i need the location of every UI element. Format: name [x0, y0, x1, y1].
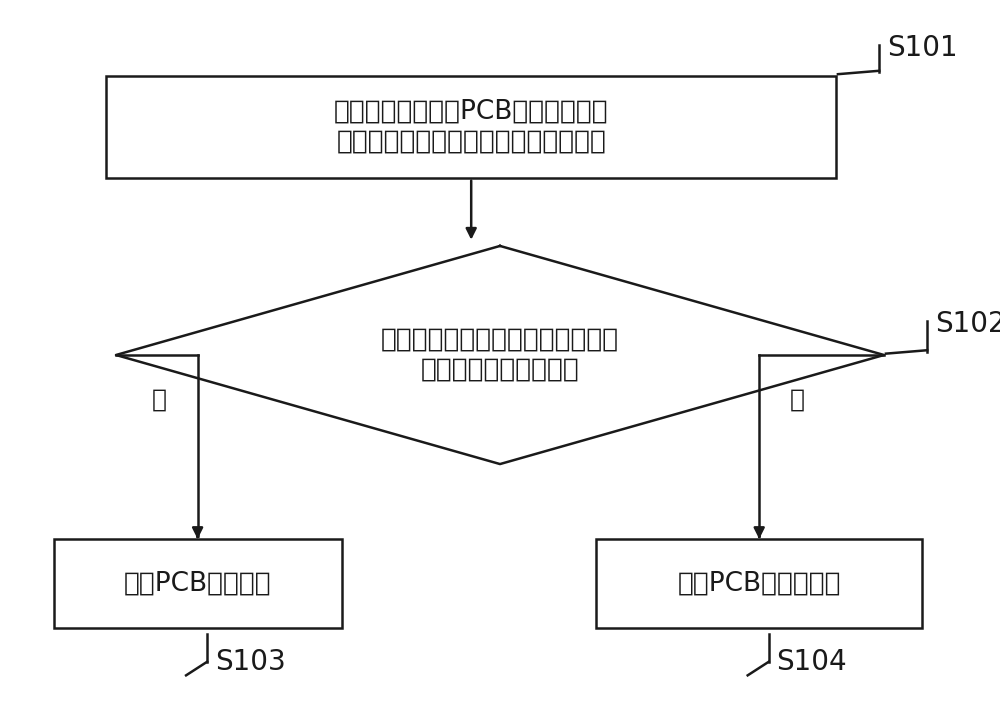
Text: 是: 是 [152, 387, 167, 411]
Bar [54, 539, 342, 628]
Text: 确定PCB板产生形变: 确定PCB板产生形变 [677, 570, 841, 596]
Bar [106, 75, 836, 178]
Text: S104: S104 [776, 648, 847, 676]
Text: 确定PCB板无形变: 确定PCB板无形变 [124, 570, 271, 596]
Text: S103: S103 [215, 648, 286, 676]
Text: 确定工作输出频率与标准频率之间
差値是否小于预设阈値: 确定工作输出频率与标准频率之间 差値是否小于预设阈値 [381, 327, 619, 383]
Bar [596, 539, 922, 628]
Text: 否: 否 [790, 387, 805, 411]
Text: S102: S102 [935, 310, 1000, 339]
Text: 获取所述印制电路PCB板上电感値；
根据电感値，确定对应的工作输出频率: 获取所述印制电路PCB板上电感値； 根据电感値，确定对应的工作输出频率 [334, 99, 609, 155]
Text: S101: S101 [887, 34, 958, 62]
